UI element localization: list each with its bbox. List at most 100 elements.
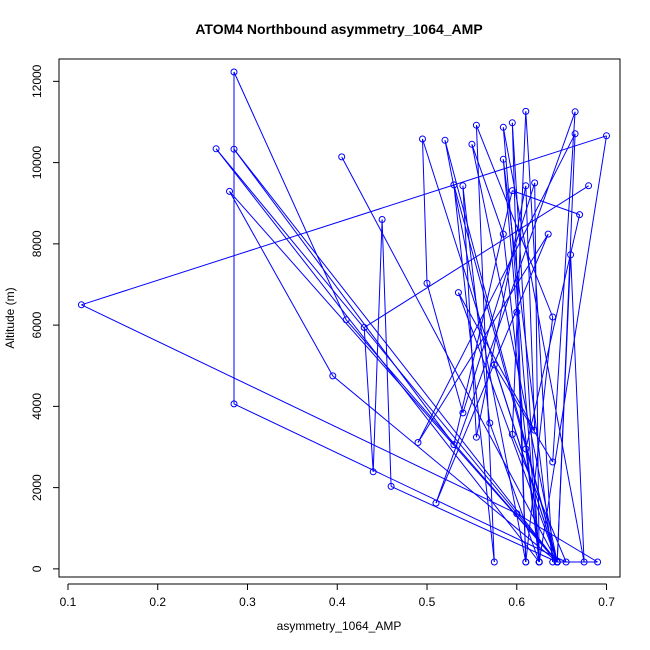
data-point xyxy=(212,145,220,153)
data-point xyxy=(423,279,431,287)
series-line-segment xyxy=(534,182,540,563)
data-point xyxy=(571,130,579,138)
series-line-segment xyxy=(417,233,549,443)
x-tick-label: 0.1 xyxy=(60,595,77,609)
series-line-segment xyxy=(570,254,585,563)
series-line-segment xyxy=(229,191,334,377)
series-line-segment xyxy=(512,190,580,216)
data-point xyxy=(450,181,458,189)
series-line-segment xyxy=(502,159,554,563)
data-point xyxy=(508,119,516,127)
data-point xyxy=(230,68,238,76)
data-point xyxy=(580,558,588,566)
x-axis-title: asymmetry_1064_AMP xyxy=(277,619,402,633)
series-line-segment xyxy=(426,283,464,414)
data-point xyxy=(459,182,467,190)
data-point xyxy=(459,409,467,417)
data-point xyxy=(329,372,337,380)
y-tick-label: 0 xyxy=(30,565,44,572)
x-tick-label: 0.6 xyxy=(508,595,525,609)
series-line-segment xyxy=(556,133,576,563)
data-point xyxy=(230,145,238,153)
y-axis-title: Altitude (m) xyxy=(3,287,17,348)
y-tick-label: 8000 xyxy=(30,230,44,257)
series-line-segment xyxy=(516,513,598,563)
data-point xyxy=(549,313,557,321)
data-point xyxy=(338,153,346,161)
data-point xyxy=(77,301,85,309)
data-point xyxy=(531,426,539,434)
data-point xyxy=(571,108,579,116)
series-line-segment xyxy=(233,148,455,445)
y-axis: 0 2000 4000 6000 8000 10000 12000 xyxy=(30,64,60,572)
series-line-segment xyxy=(372,219,383,472)
data-point xyxy=(486,419,494,427)
data-point xyxy=(508,187,516,195)
series-line-segment xyxy=(233,148,558,563)
series-line-segment xyxy=(462,185,491,424)
data-point xyxy=(549,458,557,466)
x-tick-label: 0.2 xyxy=(149,595,166,609)
data-point xyxy=(544,230,552,238)
series-line-segment xyxy=(525,185,536,431)
data-point xyxy=(490,361,498,369)
series-line-segment xyxy=(363,327,374,472)
x-tick-label: 0.3 xyxy=(239,595,256,609)
data-point xyxy=(490,558,498,566)
series-line-segment xyxy=(502,127,540,563)
data-point xyxy=(468,140,476,148)
data-point xyxy=(230,400,238,408)
series-line-segment xyxy=(381,219,392,487)
data-point xyxy=(562,558,570,566)
series-line-segment xyxy=(475,125,554,318)
series-line-segment xyxy=(422,138,428,284)
series-line-segment xyxy=(552,111,576,463)
data-point xyxy=(499,123,507,131)
data-point xyxy=(567,251,575,259)
series-line-segment xyxy=(233,71,347,321)
series-line-segment xyxy=(462,185,477,438)
data-point xyxy=(535,558,543,566)
y-tick-label: 2000 xyxy=(30,474,44,501)
data-point xyxy=(585,182,593,190)
data-point xyxy=(387,482,395,490)
data-point xyxy=(513,510,521,518)
y-tick-label: 6000 xyxy=(30,311,44,338)
x-tick-label: 0.7 xyxy=(598,595,615,609)
data-point xyxy=(603,132,610,140)
data-point xyxy=(441,136,449,144)
series-line-segment xyxy=(462,182,536,414)
x-tick-label: 0.4 xyxy=(329,595,346,609)
series-line-segment xyxy=(475,125,495,563)
data-point xyxy=(522,558,530,566)
data-point xyxy=(414,439,422,446)
data-point xyxy=(508,430,516,438)
series-line-segment xyxy=(215,148,558,563)
series-line-segment xyxy=(525,448,540,563)
series-line-segment xyxy=(229,191,558,563)
y-tick-label: 12000 xyxy=(30,64,44,98)
chart-title: ATOM4 Northbound asymmetry_1064_AMP xyxy=(195,21,482,37)
data-point xyxy=(454,289,462,297)
data-point xyxy=(594,558,602,566)
data-point xyxy=(419,135,426,143)
data-point xyxy=(531,179,539,187)
data-point xyxy=(522,445,530,453)
series-line-segment xyxy=(511,434,567,563)
data-point xyxy=(549,558,557,566)
data-point xyxy=(226,187,233,195)
data-point xyxy=(522,107,530,115)
series-line-segment xyxy=(233,403,567,563)
data-point xyxy=(576,211,584,219)
series-layer xyxy=(77,68,610,566)
series-line-segment xyxy=(215,148,540,563)
data-point xyxy=(472,121,480,129)
series-line-segment xyxy=(489,422,540,563)
y-tick-label: 4000 xyxy=(30,393,44,420)
data-point xyxy=(432,499,440,507)
data-point xyxy=(472,433,480,441)
data-point xyxy=(369,468,377,476)
series-line-segment xyxy=(525,111,554,563)
series-line-segment xyxy=(471,144,504,235)
